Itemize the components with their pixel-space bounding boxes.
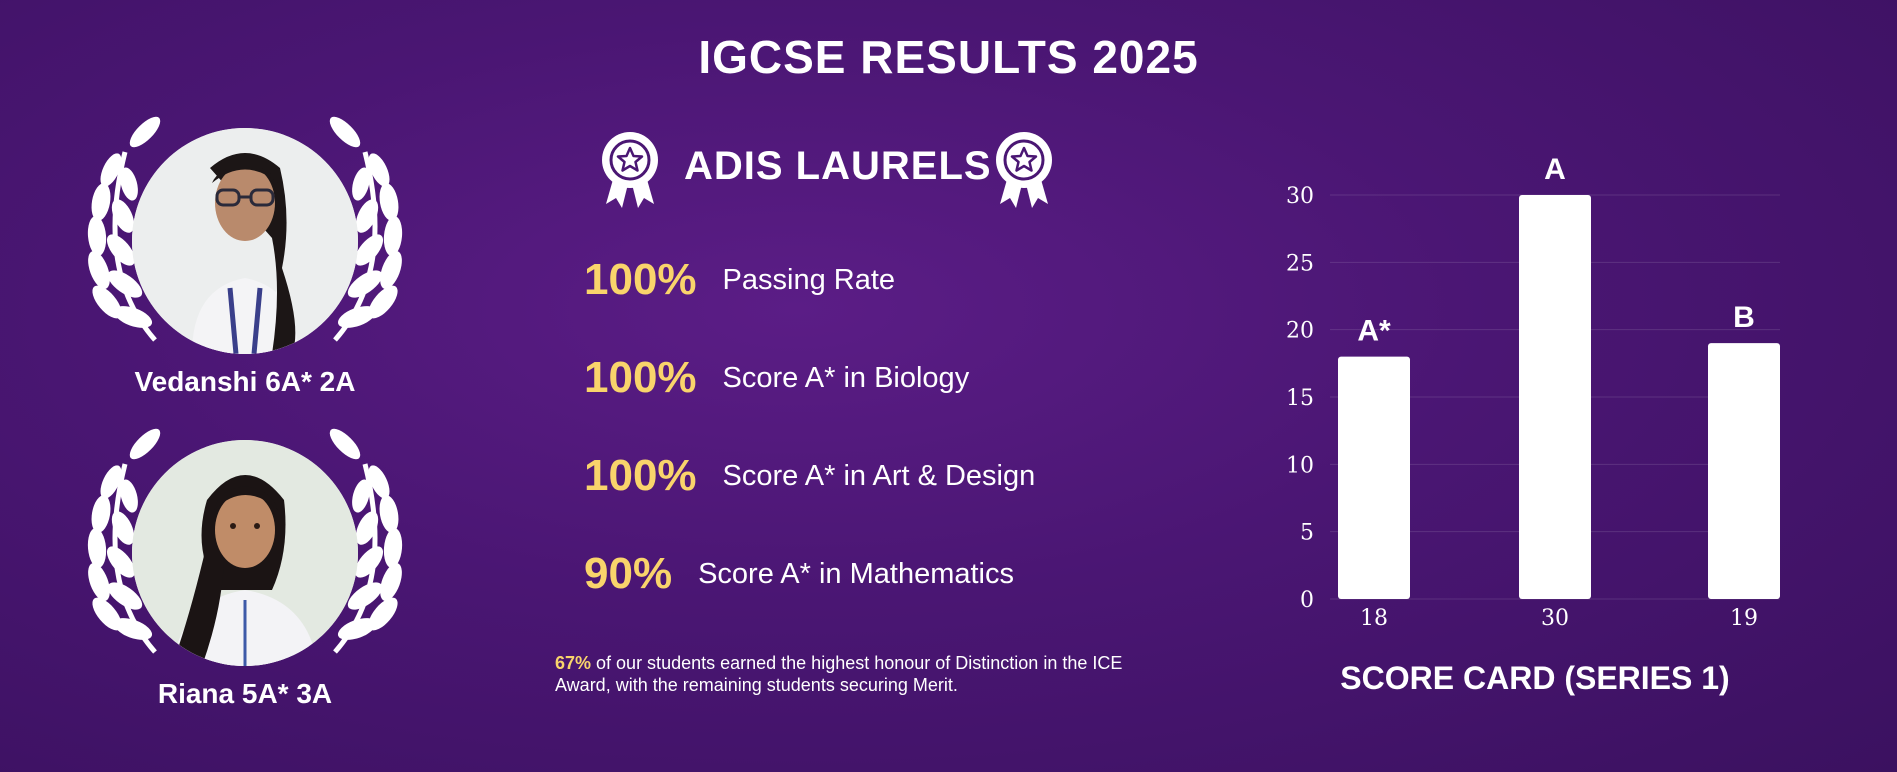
y-tick-label: 5 (1300, 521, 1314, 546)
stat-value: 100% (584, 451, 697, 500)
chart-title: SCORE CARD (SERIES 1) (1340, 660, 1730, 696)
stat-value: 100% (584, 255, 697, 304)
award-ribbon-icon (996, 132, 1052, 208)
stat-value: 100% (584, 353, 697, 402)
bar-chart: 0 5 10 15 20 25 30 A* 18 A 30 B 19 (1286, 153, 1780, 631)
student-name: Riana 5A* 3A (157, 678, 333, 709)
student-card-2: Riana 5A* 3A (85, 424, 405, 710)
distinction-note: 67% of our students earned the highest h… (555, 652, 1155, 696)
y-tick-label: 25 (1286, 251, 1314, 276)
student-card-1: Vedanshi 6A* 2A (85, 112, 405, 398)
y-tick-label: 20 (1286, 319, 1314, 344)
student-photo-riana (132, 440, 358, 666)
laurels-title: ADIS LAURELS (684, 144, 992, 188)
student-photo-frame (85, 112, 405, 354)
note-text: of our students earned the highest honou… (555, 653, 1123, 695)
bar (1338, 356, 1410, 599)
laurel-wreath-icon (87, 116, 403, 342)
bar (1519, 195, 1591, 599)
stat-row: 90% Score A* in Mathematics (584, 544, 1014, 604)
stat-value: 90% (584, 549, 673, 598)
note-highlight: 67% (555, 653, 592, 673)
stat-row: 100% Score A* in Art & Design (584, 446, 1035, 506)
award-ribbon-icon (602, 132, 658, 208)
data-label: A* (1357, 315, 1391, 348)
page-title: IGCSE RESULTS 2025 (698, 31, 1199, 83)
y-tick-label: 0 (1300, 588, 1314, 613)
bar (1708, 343, 1780, 599)
x-tick-label: 30 (1541, 606, 1569, 631)
data-label: B (1733, 301, 1755, 334)
score-card-chart: 0 5 10 15 20 25 30 A* 18 A 30 B 19 (1270, 130, 1790, 645)
stat-label: Score A* in Mathematics (698, 557, 1014, 590)
x-tick-label: 18 (1360, 606, 1388, 631)
data-label: A (1544, 153, 1566, 186)
laurels-header: ADIS LAURELS (600, 130, 1060, 210)
laurel-wreath-icon (87, 428, 403, 654)
y-tick-label: 10 (1286, 453, 1314, 478)
student-photo-frame (85, 424, 405, 666)
stat-label: Score A* in Art & Design (722, 459, 1036, 492)
stat-row: 100% Passing Rate (584, 250, 895, 310)
y-tick-label: 30 (1286, 184, 1314, 209)
x-tick-label: 19 (1730, 606, 1758, 631)
student-photo-vedanshi (132, 128, 358, 354)
student-name: Vedanshi 6A* 2A (134, 366, 356, 397)
y-tick-label: 15 (1286, 386, 1314, 411)
stat-label: Score A* in Biology (722, 361, 970, 394)
stat-row: 100% Score A* in Biology (584, 348, 969, 408)
stat-label: Passing Rate (722, 263, 896, 296)
